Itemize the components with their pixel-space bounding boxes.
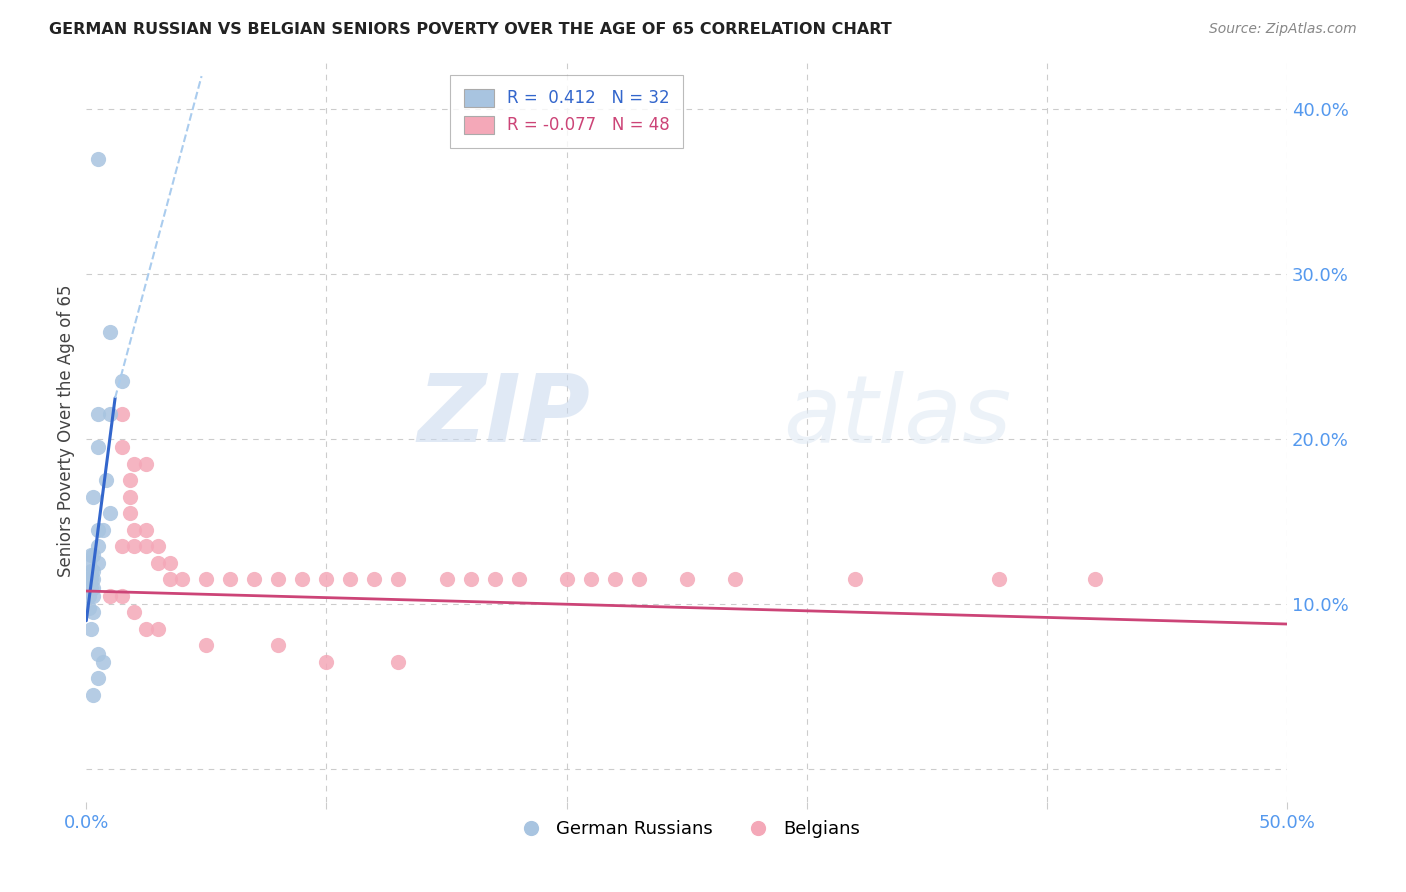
Point (267, 573, 290, 587)
Point (111, 375, 134, 389)
Point (98, 408, 121, 422)
Point (148, 556, 170, 570)
Point (1084, 573, 1107, 587)
Point (484, 573, 506, 587)
Point (94, 474, 117, 488)
Point (77, 573, 100, 587)
Point (77, 556, 100, 570)
Point (148, 540, 170, 554)
Point (80, 573, 103, 587)
Point (118, 474, 141, 488)
Point (315, 655, 337, 669)
Point (124, 457, 146, 471)
Point (77, 600, 100, 615)
Point (87, 672, 110, 686)
Point (135, 540, 157, 554)
Point (82, 573, 104, 587)
Point (111, 589, 134, 603)
Point (111, 408, 134, 422)
Point (291, 573, 314, 587)
Point (159, 556, 181, 570)
Point (87, 523, 110, 537)
Point (80, 548, 103, 562)
Point (387, 655, 409, 669)
Point (111, 540, 134, 554)
Point (77, 589, 100, 603)
Point (627, 573, 650, 587)
Point (87, 152, 110, 166)
Point (387, 573, 409, 587)
Point (267, 639, 290, 653)
Point (82, 490, 104, 504)
Point (555, 573, 578, 587)
Point (82, 564, 104, 578)
Point (87, 408, 110, 422)
Point (603, 573, 626, 587)
Legend: German Russians, Belgians: German Russians, Belgians (506, 813, 868, 846)
Text: atlas: atlas (783, 370, 1011, 461)
Point (91, 523, 114, 537)
Point (135, 622, 157, 636)
Text: GERMAN RUSSIAN VS BELGIAN SENIORS POVERTY OVER THE AGE OF 65 CORRELATION CHART: GERMAN RUSSIAN VS BELGIAN SENIORS POVERT… (49, 22, 891, 37)
Point (98, 507, 121, 521)
Point (124, 540, 146, 554)
Point (87, 540, 110, 554)
Point (135, 457, 157, 471)
Point (82, 589, 104, 603)
Point (82, 688, 104, 702)
Point (82, 581, 104, 595)
Point (508, 573, 530, 587)
Point (118, 490, 141, 504)
Point (987, 573, 1010, 587)
Point (579, 573, 602, 587)
Point (339, 573, 361, 587)
Point (315, 573, 337, 587)
Point (195, 573, 218, 587)
Point (91, 655, 114, 669)
Point (98, 325, 121, 339)
Point (87, 647, 110, 661)
Point (87, 441, 110, 455)
Text: ZIP: ZIP (418, 370, 591, 462)
Point (195, 639, 218, 653)
Y-axis label: Seniors Poverty Over the Age of 65: Seniors Poverty Over the Age of 65 (58, 285, 75, 577)
Point (80, 622, 103, 636)
Point (436, 573, 458, 587)
Point (243, 573, 266, 587)
Point (80, 564, 103, 578)
Point (87, 556, 110, 570)
Point (82, 548, 104, 562)
Point (675, 573, 697, 587)
Point (135, 523, 157, 537)
Point (172, 573, 194, 587)
Point (124, 523, 146, 537)
Point (118, 507, 141, 521)
Point (363, 573, 385, 587)
Point (159, 573, 181, 587)
Point (98, 589, 121, 603)
Point (148, 622, 170, 636)
Point (124, 606, 146, 620)
Text: Source: ZipAtlas.com: Source: ZipAtlas.com (1209, 22, 1357, 37)
Point (219, 573, 242, 587)
Point (460, 573, 482, 587)
Point (724, 573, 747, 587)
Point (844, 573, 866, 587)
Point (80, 581, 103, 595)
Point (111, 441, 134, 455)
Point (82, 606, 104, 620)
